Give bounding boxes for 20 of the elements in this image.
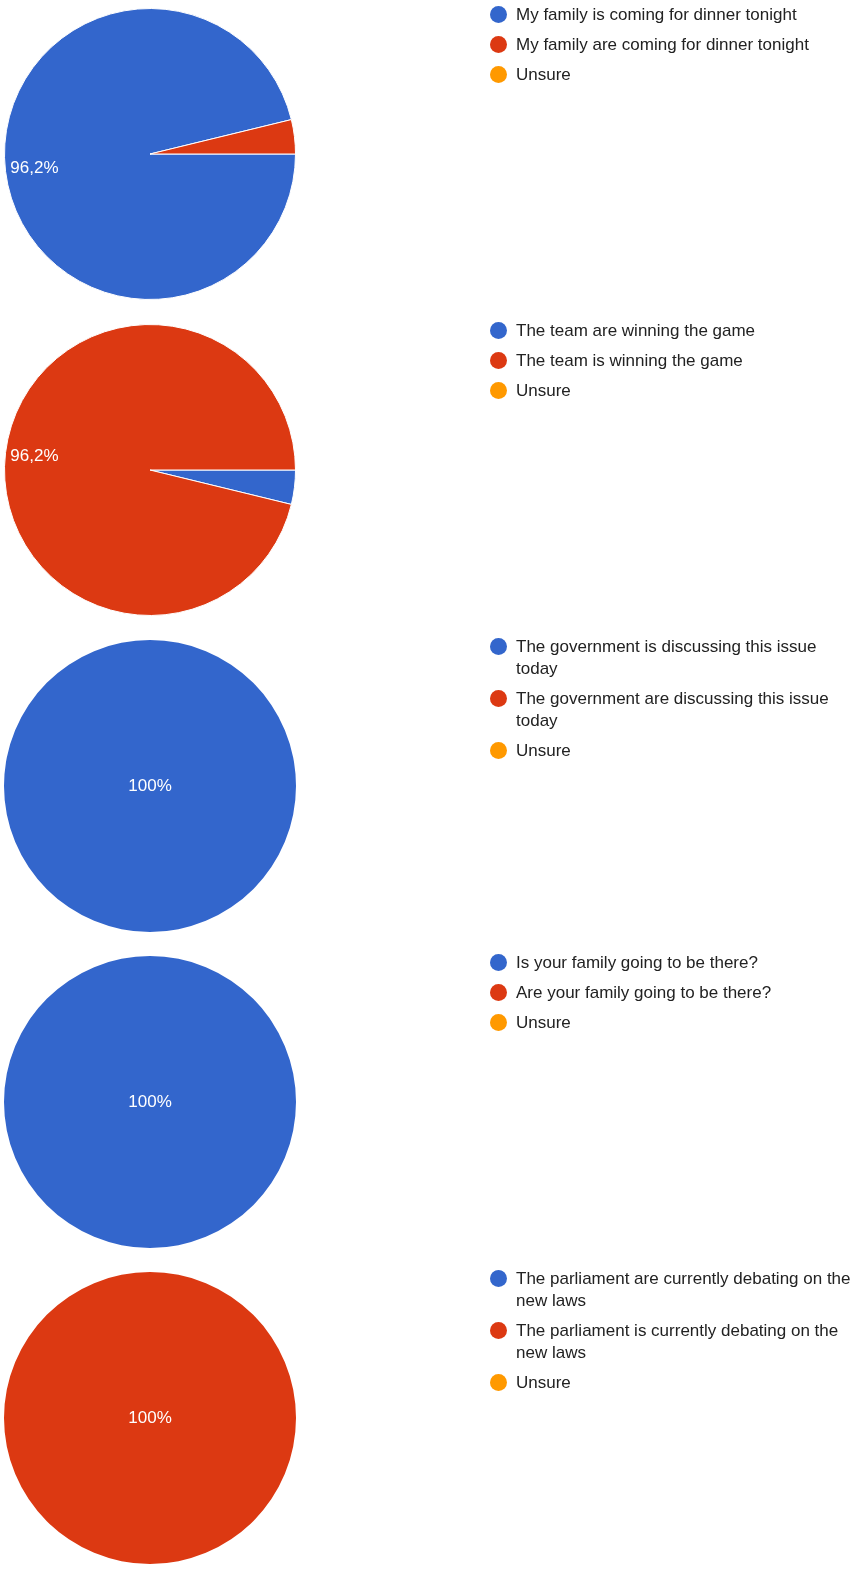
- data-label: 100%: [128, 1091, 172, 1111]
- legend-label: Unsure: [516, 1372, 571, 1394]
- legend-label: Is your family going to be there?: [516, 952, 758, 974]
- data-label: 96,2%: [10, 157, 59, 177]
- legend-label: Are your family going to be there?: [516, 982, 772, 1004]
- legend-label: My family is coming for dinner tonight: [516, 4, 797, 26]
- data-label: 96,2%: [10, 445, 59, 465]
- legend-label: Unsure: [516, 380, 571, 402]
- legend-label: Unsure: [516, 64, 571, 86]
- legend-label: The parliament are currently debating on the new laws: [516, 1268, 852, 1312]
- legend-label: The team are winning the game: [516, 320, 756, 342]
- legend-label: The team is winning the game: [516, 350, 743, 372]
- legend-label: The parliament is currently debating on the new laws: [516, 1320, 840, 1364]
- legend-label: Unsure: [516, 1012, 571, 1034]
- legend-label: My family are coming for dinner tonight: [516, 34, 809, 56]
- legend-label: The government are discussing this issue today: [516, 688, 830, 732]
- data-label: 100%: [128, 775, 172, 795]
- legend-label: The government is discussing this issue today: [516, 636, 818, 680]
- legend-label: Unsure: [516, 740, 571, 762]
- data-label: 100%: [128, 1407, 172, 1427]
